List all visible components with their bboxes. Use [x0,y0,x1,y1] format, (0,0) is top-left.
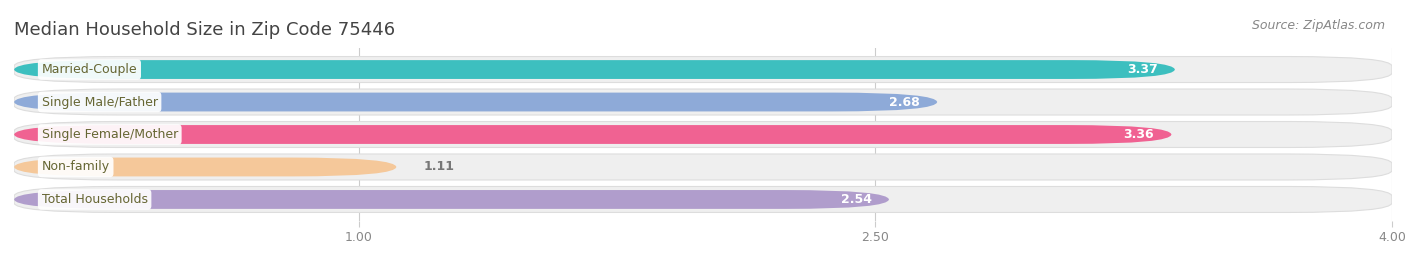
FancyBboxPatch shape [14,186,1392,213]
FancyBboxPatch shape [14,158,396,176]
Text: 1.11: 1.11 [425,161,456,174]
FancyBboxPatch shape [14,190,889,209]
Text: 3.37: 3.37 [1128,63,1157,76]
FancyBboxPatch shape [14,93,938,111]
Text: Source: ZipAtlas.com: Source: ZipAtlas.com [1251,19,1385,32]
FancyBboxPatch shape [14,60,1175,79]
Text: Single Female/Mother: Single Female/Mother [42,128,179,141]
Text: Median Household Size in Zip Code 75446: Median Household Size in Zip Code 75446 [14,20,395,38]
Text: Total Households: Total Households [42,193,148,206]
Text: 2.68: 2.68 [889,95,920,108]
Text: Non-family: Non-family [42,161,110,174]
FancyBboxPatch shape [14,56,1392,83]
Text: 2.54: 2.54 [841,193,872,206]
Text: 3.36: 3.36 [1123,128,1154,141]
FancyBboxPatch shape [14,122,1392,147]
Text: Single Male/Father: Single Male/Father [42,95,157,108]
FancyBboxPatch shape [14,89,1392,115]
FancyBboxPatch shape [14,125,1171,144]
FancyBboxPatch shape [14,154,1392,180]
Text: Married-Couple: Married-Couple [42,63,138,76]
